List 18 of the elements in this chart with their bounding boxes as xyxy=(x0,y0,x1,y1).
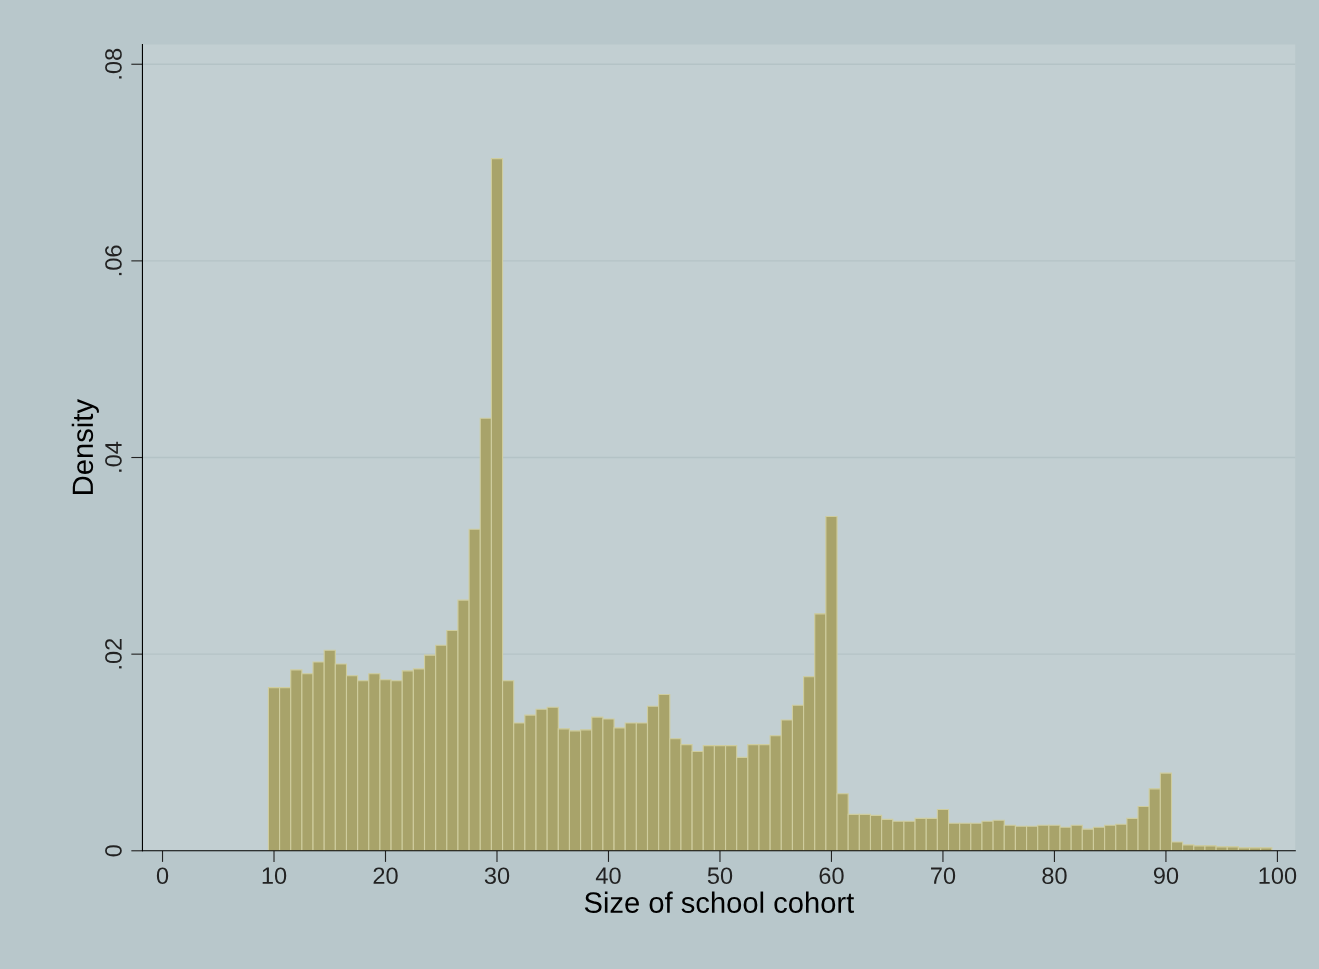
x-tick-label: 50 xyxy=(707,867,733,885)
y-tick-label: .04 xyxy=(105,441,122,472)
x-axis-title: Size of school cohort xyxy=(584,891,855,913)
x-tick-label: 90 xyxy=(1153,867,1179,885)
y-tick-label: .08 xyxy=(105,48,122,79)
x-tick-label: 70 xyxy=(931,867,956,885)
x-tick-label: 80 xyxy=(1042,867,1067,885)
x-tick-label: 20 xyxy=(373,867,398,885)
x-tick-label: 0 xyxy=(156,867,169,885)
x-tick-label: 100 xyxy=(1259,867,1297,885)
x-tick-label: 30 xyxy=(484,867,510,885)
x-tick-label: 60 xyxy=(819,867,844,885)
y-tick-label: 0 xyxy=(105,845,122,857)
x-tick-label: 10 xyxy=(262,867,287,885)
y-tick-label: .06 xyxy=(105,245,122,276)
x-tick-label: 40 xyxy=(595,867,621,885)
y-tick-label: .02 xyxy=(105,638,122,669)
y-axis-title: Density xyxy=(71,399,99,494)
